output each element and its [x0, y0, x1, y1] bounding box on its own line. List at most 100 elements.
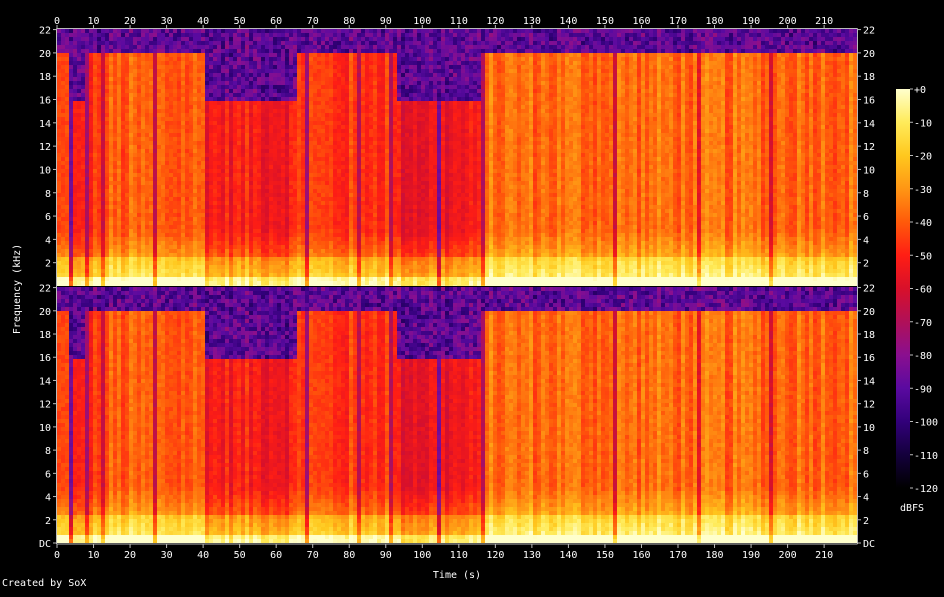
y-tick-label-left: 4 — [45, 235, 51, 246]
colorbar-tick-label: -110 — [914, 451, 938, 462]
y-tick-label-right: 6 — [863, 212, 869, 223]
x-tick-label-top: 50 — [234, 16, 246, 27]
y-tick-label-left: 10 — [39, 423, 51, 434]
x-tick-label-top: 100 — [413, 16, 431, 27]
x-tick-label-top: 130 — [523, 16, 541, 27]
x-tick-label-bottom: 140 — [559, 550, 577, 561]
y-tick-label-left: 12 — [39, 142, 51, 153]
colorbar-tick-label: -120 — [914, 484, 938, 495]
x-tick-label-bottom: 130 — [523, 550, 541, 561]
colorbar-tick-label: +0 — [914, 85, 926, 96]
x-tick-label-bottom: 120 — [486, 550, 504, 561]
y-tick-label-right: 22 — [863, 26, 875, 37]
y-tick-label-left: 2 — [45, 516, 51, 527]
y-tick-label-left: 20 — [39, 307, 51, 318]
x-tick-label-top: 180 — [706, 16, 724, 27]
y-tick-label-left: 8 — [45, 446, 51, 457]
colorbar-tick-label: -70 — [914, 318, 932, 329]
x-tick-label-top: 0 — [54, 16, 60, 27]
y-tick-label-right: 20 — [863, 307, 875, 318]
y-tick-label-left: 2 — [45, 259, 51, 270]
x-tick-label-bottom: 80 — [343, 550, 355, 561]
y-tick-label-left: 6 — [45, 469, 51, 480]
x-tick-label-bottom: 100 — [413, 550, 431, 561]
x-tick-label-top: 110 — [450, 16, 468, 27]
y-tick-label-right: 2 — [863, 516, 869, 527]
y-tick-label-left: 16 — [39, 353, 51, 364]
x-tick-label-top: 190 — [742, 16, 760, 27]
colorbar-tick-label: -40 — [914, 218, 932, 229]
x-tick-label-top: 160 — [632, 16, 650, 27]
y-tick-label-right: 22 — [863, 284, 875, 295]
x-tick-label-top: 90 — [380, 16, 392, 27]
x-tick-label-top: 120 — [486, 16, 504, 27]
x-tick-label-top: 60 — [270, 16, 282, 27]
x-tick-label-bottom: 180 — [706, 550, 724, 561]
x-tick-label-bottom: 210 — [815, 550, 833, 561]
x-tick-label-bottom: 170 — [669, 550, 687, 561]
colorbar-tick-label: -60 — [914, 285, 932, 296]
x-tick-label-bottom: 200 — [779, 550, 797, 561]
colorbar-tick-label: -10 — [914, 118, 932, 129]
y-tick-label-right: 4 — [863, 235, 869, 246]
colorbar-tick-label: -30 — [914, 185, 932, 196]
colorbar-tick-label: -100 — [914, 418, 938, 429]
x-tick-label-top: 170 — [669, 16, 687, 27]
y-tick-label-left: 12 — [39, 400, 51, 411]
y-tick-label-right: 10 — [863, 423, 875, 434]
x-tick-label-top: 20 — [124, 16, 136, 27]
y-tick-label-right: 12 — [863, 400, 875, 411]
x-tick-label-top: 30 — [161, 16, 173, 27]
x-tick-label-bottom: 150 — [596, 550, 614, 561]
channel-2-panel — [57, 287, 857, 543]
x-tick-label-bottom: 160 — [632, 550, 650, 561]
x-tick-label-top: 10 — [88, 16, 100, 27]
y-tick-label-left: 22 — [39, 26, 51, 37]
sox-credit: Created by SoX — [2, 578, 86, 589]
y-tick-label-right: 4 — [863, 493, 869, 504]
x-tick-label-top: 140 — [559, 16, 577, 27]
x-tick-label-top: 150 — [596, 16, 614, 27]
colorbar-tick-label: -90 — [914, 384, 932, 395]
channel-1-panel — [57, 29, 857, 286]
y-tick-label-right: 2 — [863, 259, 869, 270]
y-tick-label-right: 6 — [863, 469, 869, 480]
y-tick-label-left: 4 — [45, 493, 51, 504]
x-tick-label-bottom: 190 — [742, 550, 760, 561]
x-tick-label-bottom: 10 — [88, 550, 100, 561]
x-tick-label-top: 70 — [307, 16, 319, 27]
x-tick-label-bottom: 60 — [270, 550, 282, 561]
x-tick-label-bottom: 70 — [307, 550, 319, 561]
y-tick-label-right: 14 — [863, 119, 875, 130]
colorbar-tick-label: -80 — [914, 351, 932, 362]
y-tick-label-right: 18 — [863, 72, 875, 83]
x-tick-label-top: 80 — [343, 16, 355, 27]
y-tick-label-right: 16 — [863, 353, 875, 364]
y-tick-label-left: 14 — [39, 376, 51, 387]
x-tick-label-top: 210 — [815, 16, 833, 27]
y-tick-label-right: 10 — [863, 165, 875, 176]
y-tick-label-right: 14 — [863, 376, 875, 387]
y-tick-label-left: 20 — [39, 49, 51, 60]
x-tick-label-bottom: 40 — [197, 550, 209, 561]
y-tick-label-left: 14 — [39, 119, 51, 130]
x-tick-label-bottom: 0 — [54, 550, 60, 561]
colorbar-tick-label: -20 — [914, 152, 932, 163]
y-tick-label-right: 18 — [863, 330, 875, 341]
x-tick-label-bottom: 110 — [450, 550, 468, 561]
y-tick-label-right: 8 — [863, 189, 869, 200]
y-tick-label-right: 16 — [863, 96, 875, 107]
colorbar-tick-label: -50 — [914, 251, 932, 262]
x-tick-label-bottom: 30 — [161, 550, 173, 561]
y-tick-label-left: 10 — [39, 165, 51, 176]
y-tick-label-left: 22 — [39, 284, 51, 295]
x-tick-label-bottom: 90 — [380, 550, 392, 561]
x-tick-label-top: 200 — [779, 16, 797, 27]
y-tick-label-left: 18 — [39, 330, 51, 341]
x-tick-label-bottom: 20 — [124, 550, 136, 561]
colorbar-label: dBFS — [900, 503, 924, 514]
y-tick-label-left: 16 — [39, 96, 51, 107]
y-tick-label-left: 18 — [39, 72, 51, 83]
